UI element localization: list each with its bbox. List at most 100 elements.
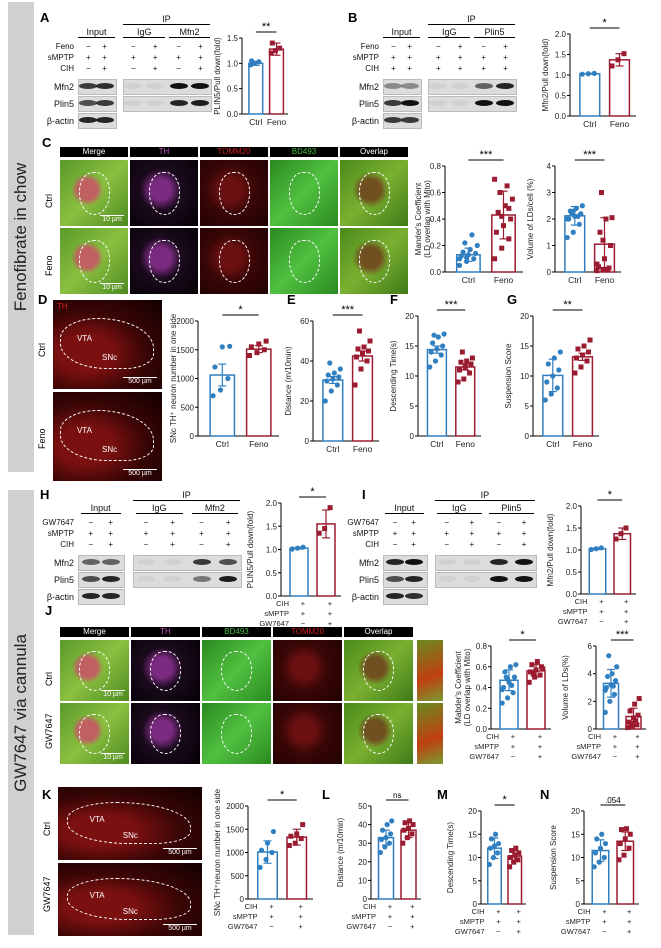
band-label: Plin5 [53,99,74,109]
data-point [459,349,465,355]
data-point [410,822,416,828]
scale-bar: 10 µm [100,215,124,223]
chart-k: SNc TH⁺neuron number in one side 0 500 1000… [212,788,317,935]
cell-outline [79,171,110,215]
data-point [322,398,328,404]
condition-value: − [444,540,450,549]
data-point [254,350,260,356]
data-point [545,361,551,367]
data-point [613,536,619,542]
scale-bar: 10 µm [100,283,124,291]
y-tick-label: 0.5 [266,569,278,578]
data-point [495,209,501,215]
data-point [364,358,370,364]
data-point [461,376,467,382]
data-point [455,379,461,385]
data-point [609,671,615,677]
condition-label: GW7647 [346,922,376,931]
condition-value: − [143,518,149,527]
data-point [572,370,578,376]
data-point [295,545,301,551]
row-label: Ctrl [37,342,47,357]
condition-value: − [86,64,91,73]
condition-value: + [496,907,501,916]
condition-value: + [198,53,203,62]
data-point [499,686,505,693]
blot-strip-ip [122,79,212,95]
cell-outline [359,239,390,283]
panel-letter-i: I [362,487,366,502]
data-point [564,234,570,241]
chart-a: PLIN5/Pull down(fold) 0.0 0.5 1.0 1.5 ** Ctrl F… [212,21,292,128]
condition-value: + [457,64,463,73]
data-point [615,57,621,63]
data-point [502,203,508,209]
condition-label: GW7647 [571,752,601,761]
protein-band [219,559,238,565]
condition-value: + [503,64,508,73]
micrograph-th [130,228,198,294]
y-tick-label: 500 [231,872,245,881]
condition-label: GW7647 [455,927,485,936]
data-point [575,346,581,352]
data-point [472,250,479,257]
y-tick-label: 15 [468,830,477,839]
condition-label: GW7647 [469,752,499,761]
micrograph-bd493 [270,228,338,294]
condition-value: + [170,518,175,527]
data-point [504,183,510,189]
data-point [458,359,464,365]
y-tick-label: 0.6 [476,663,488,672]
lane-group-label: IgG [123,27,166,38]
condition-value: + [481,53,486,62]
data-point [496,840,502,847]
condition-value: − [511,752,516,761]
blot-strip-ip [434,572,537,588]
condition-value: + [627,907,632,916]
protein-band [496,100,515,106]
condition-value: + [86,53,91,62]
condition-value: + [627,917,632,926]
data-point [384,822,390,828]
data-point [509,196,515,202]
significance-label: *** [616,629,630,641]
brain-section-d: Ctrl TH VTA SNc 500 µm Feno VTA SNc 500 µm [35,300,162,482]
scale-bar: 500 µm [163,924,197,932]
condition-value: + [152,64,158,73]
data-point [487,845,493,851]
protein-band [437,559,456,565]
micrograph-th [130,160,198,226]
y-tick-label: 3 [547,189,552,198]
significance-label: ** [262,21,271,33]
x-tick-label: Feno [573,439,593,449]
condition-value: + [410,902,415,911]
y-tick-label: 0.0 [555,112,567,121]
condition-label: GW7647 [228,922,258,931]
micrograph-bd493 [202,640,271,701]
data-point [497,190,503,195]
condition-label: GW7647 [347,518,379,527]
protein-band [385,576,404,582]
chart-j-volume: Volume of LDs(%) 0 2 4 6 *** CIH + + sMPTP + + GW764… [560,629,650,765]
y-axis-label: SNc TH⁺neuron number in one side [213,788,222,916]
y-tick-label: 15 [520,342,529,351]
bar-control [248,62,264,115]
data-point [506,236,512,242]
data-point [606,653,612,659]
lane-group-label: IgG [428,27,471,38]
western-blot-h: IP Input IgG Mfn2 GW7647 − + − + − + sMPTP + + + + + + CIH… [40,490,242,605]
data-point [612,677,619,684]
condition-label: sMPTP [566,917,591,926]
condition-label: GW7647 [42,518,74,527]
y-axis-label: Suspension Score [549,824,558,889]
chart-g: Suspension Score 0 5 10 15 20 ** Ctrl Feno [503,299,603,450]
data-point [578,364,584,370]
data-point [501,223,506,229]
data-point [632,701,638,707]
condition-value: + [411,518,416,527]
micrograph-bd493 [202,703,271,764]
condition-value: + [410,922,415,931]
data-point [325,372,331,378]
data-point [467,370,473,376]
